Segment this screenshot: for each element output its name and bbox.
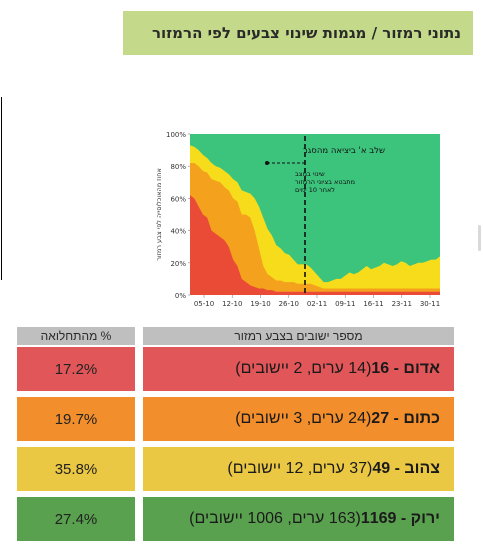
annotation-note-line: שינוי במצב xyxy=(295,170,325,178)
annotation-note-line: מתבטא בציוני הרמזור xyxy=(295,178,355,186)
red-area xyxy=(190,195,440,295)
green-count-label: ירוק - 1169 xyxy=(360,510,440,527)
green-count-cell: ירוק - 1169 (163 ערים, 1006 יישובים) xyxy=(143,497,454,541)
orange-count-detail: (24 ערים, 3 יישובים) xyxy=(235,410,372,427)
green-percent-cell: 27.4% xyxy=(17,497,135,541)
x-tick-label: 12-10 xyxy=(222,300,242,308)
yellow-percent-value: 35.8% xyxy=(54,460,98,478)
y-tick-label: 80% xyxy=(170,163,186,171)
divider-line xyxy=(1,97,2,280)
traffic-light-area-chart: 0% 20% 40% 60% 80% 100% 05-10 12-10 19-10 26-10 02… xyxy=(155,131,440,308)
scrollbar-thumb[interactable] xyxy=(478,225,481,251)
x-tick-label: 30-11 xyxy=(420,300,440,308)
red-percent-cell: 17.2% xyxy=(17,347,135,391)
annotation-dot xyxy=(265,161,269,165)
count-column-header: מספר ישובים בצבע רמזור xyxy=(143,327,454,345)
orange-count-cell: כתום - 27 (24 ערים, 3 יישובים) xyxy=(143,397,454,441)
orange-count-label: כתום - 27 xyxy=(371,410,440,427)
orange-percent-value: 19.7% xyxy=(54,410,98,428)
yellow-count-label: צהוב - 49 xyxy=(372,460,440,477)
green-percent-value: 27.4% xyxy=(54,510,98,528)
x-tick-label: 05-10 xyxy=(194,300,214,308)
y-tick-label: 100% xyxy=(166,131,186,139)
y-axis-label: אחוז מהאוכלוסייה לפי צבע רמזור xyxy=(155,168,163,261)
yellow-percent-cell: 35.8% xyxy=(17,447,135,491)
x-tick-label: 09-11 xyxy=(335,300,355,308)
percent-column-header: % מהתחלואה xyxy=(17,327,135,345)
x-tick-label: 26-10 xyxy=(279,300,299,308)
yellow-count-detail: (37 ערים, 12 יישובים) xyxy=(227,460,373,477)
green-count-detail: (163 ערים, 1006 יישובים) xyxy=(189,510,361,527)
y-tick-label: 40% xyxy=(170,228,186,236)
x-tick-label: 16-11 xyxy=(363,300,383,308)
y-tick-label: 0% xyxy=(175,292,186,300)
red-count-detail: (14 ערים, 2 יישובים) xyxy=(235,360,372,377)
annotation-note-line: לאחר 10 ימים xyxy=(295,186,335,194)
annotation-title: שלב א' ביציאה מהסגר xyxy=(303,146,385,156)
orange-area xyxy=(190,162,440,295)
red-count-cell: אדום - 16 (14 ערים, 2 יישובים) xyxy=(143,347,454,391)
x-tick-label: 23-11 xyxy=(392,300,412,308)
y-tick-label: 60% xyxy=(170,195,186,203)
yellow-count-cell: צהוב - 49 (37 ערים, 12 יישובים) xyxy=(143,447,454,491)
page-title: נתוני רמזור / מגמות שינוי צבעים לפי הרמז… xyxy=(123,11,473,55)
red-percent-value: 17.2% xyxy=(54,360,98,378)
y-tick-label: 20% xyxy=(170,260,186,268)
x-tick-label: 19-10 xyxy=(250,300,270,308)
x-tick-label: 02-11 xyxy=(307,300,327,308)
red-count-label: אדום - 16 xyxy=(371,360,440,377)
orange-percent-cell: 19.7% xyxy=(17,397,135,441)
